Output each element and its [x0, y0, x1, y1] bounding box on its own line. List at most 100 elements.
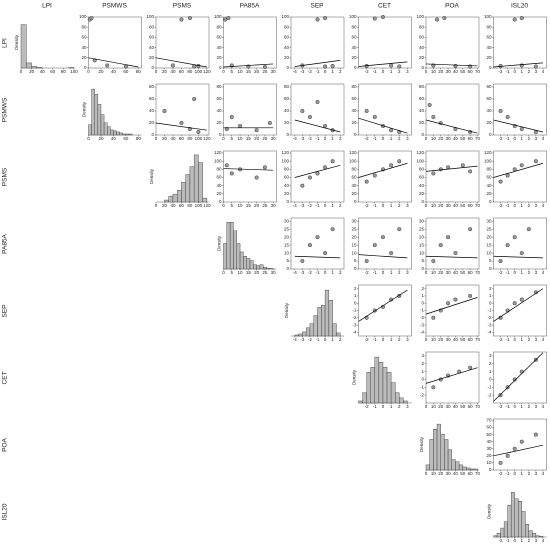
x-tick-label: 60 — [468, 337, 474, 342]
scatter-point — [438, 167, 443, 172]
histogram-bar — [313, 315, 318, 337]
x-tick-label: 1 — [521, 136, 524, 141]
x-tick-label: -1 — [373, 404, 377, 409]
trend-line — [493, 162, 544, 178]
histogram-bar — [447, 449, 452, 471]
x-tick-label: 20 — [438, 270, 444, 275]
y-tick-label: 60 — [81, 35, 87, 40]
y-tick-label: 2 — [489, 286, 492, 291]
scatter-point — [389, 251, 394, 256]
x-tick-label: 10 — [431, 136, 437, 141]
x-tick-label: -1 — [373, 337, 377, 342]
x-tick-label: 2 — [398, 203, 401, 208]
x-tick-label: 0 — [513, 471, 516, 476]
histogram-bar — [119, 132, 123, 136]
x-tick-label: 2 — [528, 337, 531, 342]
y-tick-label: 0 — [489, 266, 492, 271]
y-tick-label: 0 — [354, 65, 357, 70]
x-tick-label: 1 — [390, 203, 393, 208]
x-tick-label: 1 — [390, 136, 393, 141]
scatter-point — [519, 126, 524, 131]
x-tick-label: -2 — [365, 136, 369, 141]
histogram-bar — [510, 492, 515, 538]
scatter-point — [372, 114, 377, 119]
y-tick-label: -2 — [352, 315, 356, 320]
x-tick-label: 40 — [111, 69, 117, 74]
scatter-point — [300, 259, 305, 264]
x-tick-label: 40 — [453, 404, 459, 409]
x-tick-label: -4 — [293, 337, 297, 342]
scatter-point — [397, 227, 402, 232]
panel-frame — [290, 83, 345, 136]
x-tick-label: 100 — [70, 69, 78, 74]
histogram-bar — [535, 535, 540, 538]
x-tick-label: 3 — [406, 270, 409, 275]
scatter-point — [330, 63, 335, 68]
histogram-bar — [399, 397, 404, 404]
histogram-bar — [451, 459, 456, 471]
histogram-bar — [125, 133, 130, 136]
histogram-bar — [94, 93, 99, 136]
histogram-bar — [324, 289, 330, 337]
y-tick-label: 80 — [486, 167, 492, 172]
scatter-point — [533, 64, 538, 69]
x-tick-label: 0 — [382, 69, 385, 74]
y-tick-label: 0 — [421, 300, 424, 305]
scatter-point — [192, 96, 197, 101]
trend-line — [294, 60, 341, 67]
x-tick-label: 2 — [528, 471, 531, 476]
panel-frame — [425, 16, 480, 69]
x-tick-label: 2 — [398, 69, 401, 74]
panel-frame — [290, 16, 345, 69]
y-tick-label: 40 — [419, 108, 425, 113]
scatter-point — [453, 297, 458, 302]
x-tick-label: 120 — [203, 69, 211, 74]
histogram-bar — [239, 251, 244, 270]
y-tick-label: 10 — [486, 460, 492, 465]
y-tick-label: 60 — [216, 35, 222, 40]
y-tick-label: 20 — [419, 234, 425, 239]
y-tick-label: 20 — [486, 453, 492, 458]
x-tick-label: -1 — [315, 203, 319, 208]
y-tick-label: 60 — [284, 175, 290, 180]
x-tick-label: 80 — [187, 203, 193, 208]
histogram-bar — [91, 88, 95, 136]
x-tick-label: 2 — [398, 136, 401, 141]
x-tick-label: 0 — [382, 337, 385, 342]
panel-frame — [493, 83, 547, 136]
column-header: PSMWS — [102, 3, 127, 10]
x-tick-label: 50 — [460, 337, 466, 342]
y-tick-label: 0 — [489, 132, 492, 137]
y-tick-label: 15 — [351, 242, 357, 247]
x-tick-label: 80 — [136, 136, 142, 141]
scatter-point — [315, 171, 320, 176]
x-tick-label: 1 — [390, 337, 393, 342]
histogram-bar — [100, 114, 105, 136]
histogram-bar — [458, 464, 464, 471]
y-tick-label: 10 — [419, 250, 425, 255]
histogram-bar — [31, 66, 38, 69]
histogram-bar — [317, 307, 322, 337]
y-axis-label: Density — [14, 34, 19, 50]
x-tick-label: 60 — [468, 471, 474, 476]
x-tick-label: 60 — [179, 69, 185, 74]
x-tick-label: 70 — [475, 270, 481, 275]
x-tick-label: 3 — [535, 404, 538, 409]
x-tick-label: 20 — [254, 203, 260, 208]
x-tick-label: 20 — [162, 69, 168, 74]
panel-frame — [425, 284, 480, 337]
x-tick-label: 1 — [521, 69, 524, 74]
x-tick-label: 4 — [542, 270, 545, 275]
y-tick-label: 20 — [486, 234, 492, 239]
histogram-bar — [429, 439, 434, 471]
x-tick-label: 0 — [425, 69, 428, 74]
panel-frame — [493, 217, 547, 270]
histogram-bar — [97, 104, 102, 136]
x-tick-label: 1 — [521, 337, 524, 342]
histogram-bar — [493, 535, 498, 538]
x-tick-label: 2 — [339, 337, 342, 342]
panel-frame — [425, 150, 480, 203]
x-tick-label: 50 — [460, 136, 466, 141]
trend-line — [493, 288, 544, 322]
